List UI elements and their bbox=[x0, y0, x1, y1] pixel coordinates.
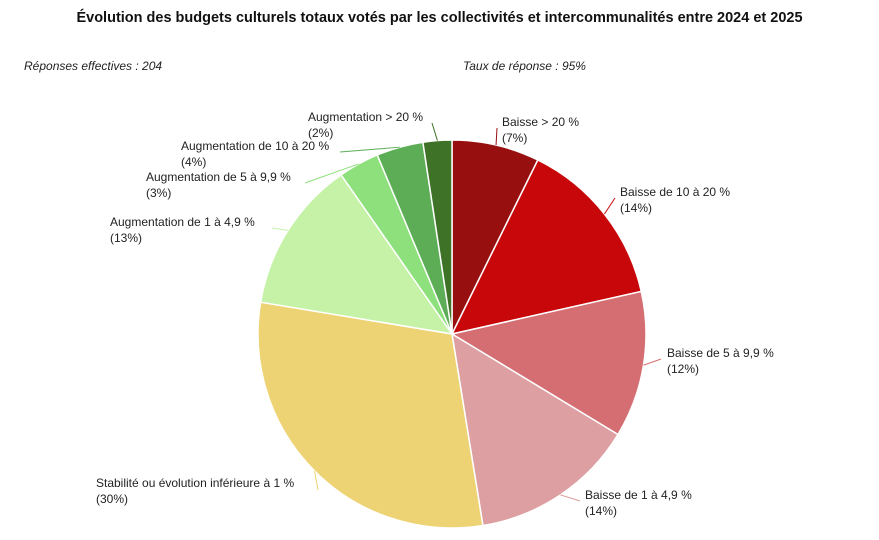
response-rate: Taux de réponse : 95% bbox=[463, 59, 586, 73]
leader-line bbox=[560, 494, 581, 502]
slice-label: Baisse de 10 à 20 % bbox=[620, 185, 730, 199]
leader-line bbox=[431, 122, 438, 141]
leader-line bbox=[643, 358, 662, 366]
slice-label: Augmentation de 5 à 9,9 % bbox=[146, 170, 291, 184]
slice-percent-label: (13%) bbox=[110, 231, 142, 245]
pie-slice bbox=[450, 290, 647, 436]
slice-label: Baisse de 1 à 4,9 % bbox=[585, 488, 692, 502]
leader-line bbox=[495, 127, 498, 146]
leader-line bbox=[304, 163, 359, 184]
slice-label: Baisse > 20 % bbox=[502, 115, 579, 129]
slice-percent-label: (2%) bbox=[308, 126, 333, 140]
slice-label: Augmentation de 10 à 20 % bbox=[181, 139, 329, 153]
pie-slice bbox=[450, 159, 643, 336]
slice-percent-label: (30%) bbox=[96, 492, 128, 506]
slice-label: Augmentation > 20 % bbox=[308, 110, 423, 124]
leader-line bbox=[271, 227, 289, 231]
chart-title: Évolution des budgets culturels totaux v… bbox=[76, 10, 803, 26]
pie-slice bbox=[451, 332, 619, 527]
slice-percent-label: (4%) bbox=[181, 155, 206, 169]
slice-label: Augmentation de 1 à 4,9 % bbox=[110, 215, 255, 229]
slice-percent-label: (14%) bbox=[620, 201, 652, 215]
slice-label: Baisse de 5 à 9,9 % bbox=[667, 346, 774, 360]
slice-percent-label: (14%) bbox=[585, 504, 617, 518]
leader-line bbox=[604, 197, 616, 215]
leader-line bbox=[339, 146, 400, 153]
slice-percent-label: (3%) bbox=[146, 186, 171, 200]
leader-line bbox=[314, 470, 319, 491]
responses-count: Réponses effectives : 204 bbox=[24, 59, 163, 73]
slice-percent-label: (12%) bbox=[667, 362, 699, 376]
pie-slice bbox=[257, 301, 484, 529]
slice-percent-label: (7%) bbox=[502, 131, 527, 145]
slice-label: Stabilité ou évolution inférieure à 1 % bbox=[96, 476, 294, 490]
